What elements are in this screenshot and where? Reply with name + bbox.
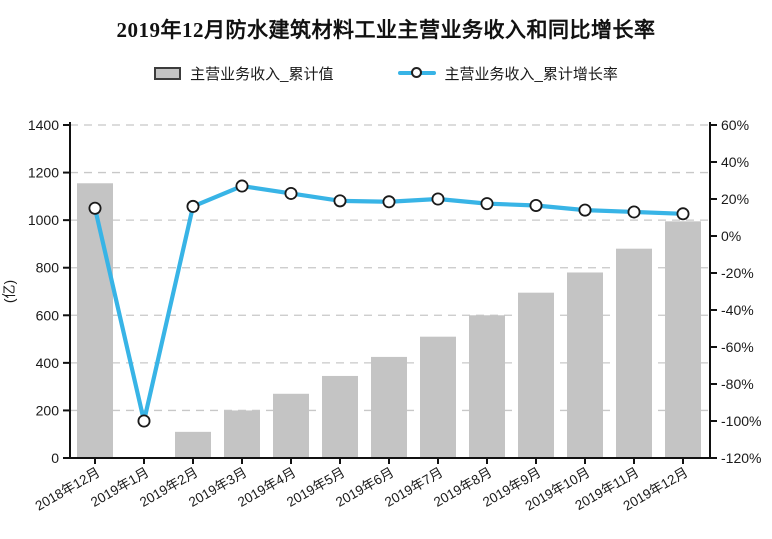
left-tick-label: 400 — [36, 355, 60, 371]
line-marker — [529, 198, 543, 212]
line-marker — [431, 192, 445, 206]
line-marker — [382, 195, 396, 209]
line-marker — [137, 414, 151, 428]
bar — [420, 336, 456, 458]
left-tick-label: 1400 — [28, 117, 59, 133]
left-tick-label: 800 — [36, 260, 60, 276]
right-tick-label: 0% — [721, 228, 741, 244]
bar-swatch-icon — [154, 66, 182, 80]
right-tick-label: 20% — [721, 191, 749, 207]
right-tick-label: -100% — [721, 413, 761, 429]
bar — [567, 272, 603, 458]
legend-label-growth: 主营业务收入_累计增长率 — [444, 65, 618, 83]
legend-item-growth: 主营业务收入_累计增长率 — [397, 63, 618, 84]
bar — [224, 410, 260, 458]
bar — [371, 356, 407, 458]
right-tick-label: 40% — [721, 154, 749, 170]
bar — [175, 431, 211, 458]
right-tick-label: -120% — [721, 450, 761, 466]
line-marker — [480, 197, 494, 211]
circle-marker-icon — [410, 67, 422, 78]
bar — [469, 315, 505, 458]
right-tick-label: -60% — [721, 339, 754, 355]
left-tick-label: 200 — [36, 402, 60, 418]
legend-item-revenue: 主营业务收入_累计值 — [154, 63, 334, 84]
line-marker — [676, 207, 690, 221]
chart-canvas: 0 200 400 600 800 1000 1200 1400 -120% -100% -80% -… — [1, 117, 761, 514]
left-tick-label: 1000 — [28, 212, 59, 228]
bar — [616, 248, 652, 458]
line-marker — [333, 194, 347, 208]
right-tick-label: 60% — [721, 117, 749, 133]
legend: 主营业务收入_累计值 主营业务收入_累计增长率 — [0, 58, 772, 88]
line-marker — [186, 199, 200, 213]
left-tick-label: 1200 — [28, 165, 59, 181]
bar — [518, 292, 554, 458]
right-tick-label: -20% — [721, 265, 754, 281]
bar — [665, 221, 701, 458]
line-marker-swatch-icon — [397, 66, 436, 80]
right-tick-label: -80% — [721, 376, 754, 392]
legend-label-revenue: 主营业务收入_累计值 — [190, 65, 334, 83]
left-tick-label: 0 — [51, 450, 59, 466]
line-marker — [627, 205, 641, 219]
right-tick-label: -40% — [721, 302, 754, 318]
line-marker — [235, 179, 249, 193]
line-marker — [284, 186, 298, 200]
left-axis-unit-label: (亿) — [1, 280, 17, 303]
bar — [77, 183, 113, 458]
x-tick-label: 2018年12月 — [33, 465, 103, 514]
left-tick-label: 600 — [36, 307, 60, 323]
chart-title: 2019年12月防水建筑材料工业主营业务收入和同比增长率 — [116, 18, 656, 42]
bar — [322, 375, 358, 458]
line-marker — [88, 201, 102, 215]
line-marker — [578, 203, 592, 217]
bar — [273, 393, 309, 458]
